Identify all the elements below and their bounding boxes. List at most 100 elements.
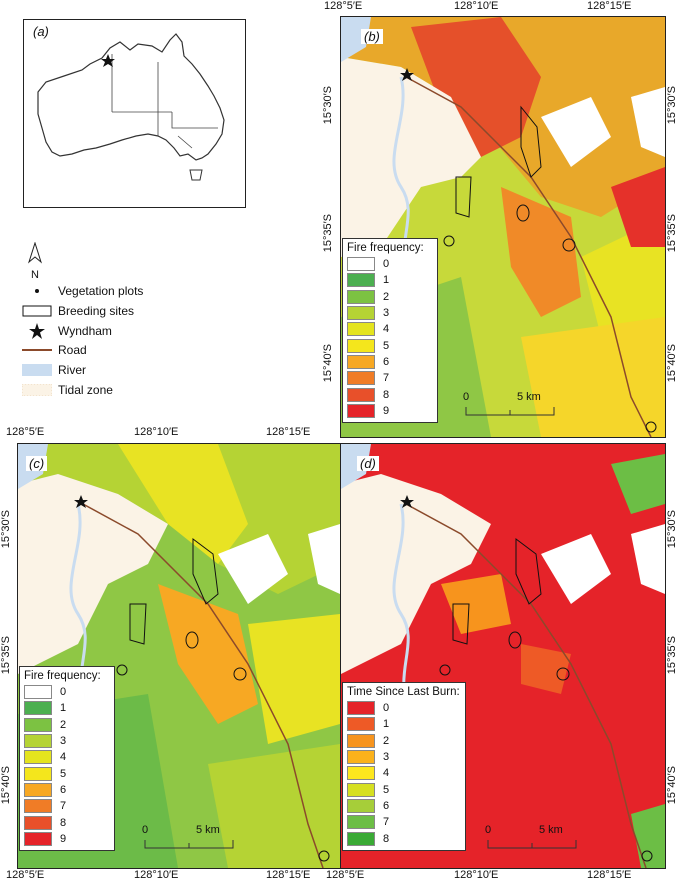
panel-c-left-lat-3: 15°40′S <box>0 766 12 805</box>
panel-d-bottom-lon-3: 128°15′E <box>587 869 632 881</box>
legend-label: 6 <box>60 783 67 796</box>
swatch <box>347 322 375 337</box>
legend-label: 0 <box>383 702 390 715</box>
swatch <box>347 354 375 369</box>
legend-label: 4 <box>383 323 390 336</box>
legend-item: 6 <box>347 354 433 370</box>
legend-label: 8 <box>383 388 390 401</box>
key-row-vegetation: Vegetation plots <box>22 284 143 298</box>
north-arrow: N <box>25 241 45 281</box>
panel-c-top-lon-1: 128°5′E <box>6 426 45 438</box>
legend-label: 9 <box>60 832 67 845</box>
legend-item: 4 <box>24 749 110 765</box>
line-icon <box>22 347 52 353</box>
swatch <box>347 338 375 353</box>
swatch <box>347 371 375 386</box>
panel-d-bottom-lon-2: 128°10′E <box>454 869 499 881</box>
legend-label: 6 <box>383 799 390 812</box>
north-arrow-icon <box>28 241 42 264</box>
scalebar-zero: 0 <box>142 824 149 836</box>
legend-item: 3 <box>347 749 461 765</box>
swatch <box>347 733 375 748</box>
panel-b-top-lon-3: 128°15′E <box>587 0 632 12</box>
panel-d-tslb-map <box>341 444 665 868</box>
legend-item: 2 <box>347 289 433 305</box>
australia-outline <box>37 33 225 181</box>
panel-d-right-lat-3: 15°40′S <box>666 766 678 805</box>
legend-item: 7 <box>347 814 461 830</box>
panel-c-scalebar: 0 5 km <box>142 824 234 857</box>
swatch <box>347 815 375 830</box>
legend-item: 4 <box>347 765 461 781</box>
panel-b-left-lat-2: 15°35′S <box>322 214 334 253</box>
swatch <box>347 306 375 321</box>
swatch <box>24 799 52 814</box>
swatch <box>347 403 375 418</box>
key-row-river: River <box>22 363 86 377</box>
legend-item: 0 <box>347 256 433 272</box>
panel-c-bottom-lon-3: 128°15′E <box>266 869 311 881</box>
key-label: River <box>58 363 87 377</box>
panel-c-letter: (c) <box>26 456 48 471</box>
swatch <box>347 257 375 272</box>
legend-item: 3 <box>347 305 433 321</box>
legend-label: 8 <box>383 832 390 845</box>
legend-label: 2 <box>60 718 67 731</box>
panel-c-left-lat-2: 15°35′S <box>0 636 12 675</box>
swatch <box>347 273 375 288</box>
key-label: Road <box>58 343 87 357</box>
key-row-breeding: Breeding sites <box>22 304 134 318</box>
legend-item: 8 <box>347 830 461 846</box>
swatch <box>24 782 52 797</box>
panel-b-legend: Fire frequency: 0 1 2 3 4 5 6 7 8 9 <box>342 238 438 423</box>
tidal-icon <box>22 384 52 396</box>
legend-label: 3 <box>60 735 67 748</box>
legend-item: 0 <box>347 700 461 716</box>
panel-c-top-lon-2: 128°10′E <box>134 426 179 438</box>
legend-title: Fire frequency: <box>24 670 101 682</box>
panel-b-right-lat-1: 15°30′S <box>666 86 678 125</box>
panel-d-legend: Time Since Last Burn: 0 1 2 3 4 5 6 7 8 <box>342 682 466 851</box>
key-label: Tidal zone <box>58 383 113 397</box>
swatch <box>24 701 52 716</box>
swatch <box>24 750 52 765</box>
panel-c-bottom-lon-2: 128°10′E <box>134 869 179 881</box>
legend-label: 9 <box>383 404 390 417</box>
legend-label: 6 <box>383 355 390 368</box>
scalebar-zero: 0 <box>485 824 492 836</box>
legend-item: 1 <box>347 716 461 732</box>
legend-label: 5 <box>383 339 390 352</box>
legend-item: 7 <box>24 798 110 814</box>
legend-label: 5 <box>383 783 390 796</box>
key-row-wyndham: Wyndham <box>22 323 112 339</box>
legend-item: 2 <box>24 717 110 733</box>
panel-b-top-lon-2: 128°10′E <box>454 0 499 12</box>
swatch <box>347 701 375 716</box>
legend-label: 7 <box>383 372 390 385</box>
panel-d-right-lat-2: 15°35′S <box>666 636 678 675</box>
panel-c-top-lon-3: 128°15′E <box>266 426 311 438</box>
legend-label: 0 <box>60 686 67 699</box>
legend-label: 3 <box>383 307 390 320</box>
legend-item: 8 <box>24 814 110 830</box>
swatch <box>24 717 52 732</box>
key-row-tidal: Tidal zone <box>22 383 113 397</box>
panel-b-left-lat-1: 15°30′S <box>322 86 334 125</box>
panel-c-map: (c) 0 5 km <box>17 443 341 869</box>
legend-item: 1 <box>24 700 110 716</box>
legend-label: 1 <box>383 718 390 731</box>
legend-label: 7 <box>60 800 67 813</box>
swatch <box>347 387 375 402</box>
legend-item: 5 <box>24 765 110 781</box>
swatch <box>347 766 375 781</box>
legend-label: 4 <box>383 767 390 780</box>
legend-item: 6 <box>347 798 461 814</box>
scalebar-five: 5 km <box>539 824 563 836</box>
panel-d-scalebar: 0 5 km <box>485 824 577 857</box>
legend-item: 4 <box>347 321 433 337</box>
panel-b-letter: (b) <box>361 29 383 44</box>
legend-label: 4 <box>60 751 67 764</box>
legend-item: 5 <box>347 781 461 797</box>
panel-b-map: (b) 0 5 km <box>340 16 666 438</box>
swatch <box>347 831 375 846</box>
